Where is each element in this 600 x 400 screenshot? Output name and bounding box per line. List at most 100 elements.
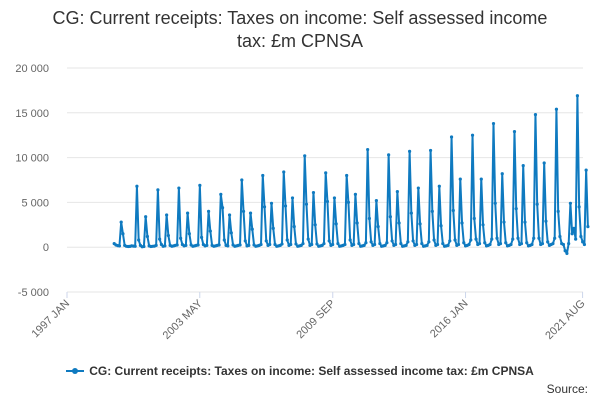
data-point[interactable] bbox=[540, 242, 545, 246]
data-point[interactable] bbox=[556, 209, 560, 213]
data-point[interactable] bbox=[493, 201, 497, 205]
data-point[interactable] bbox=[238, 243, 242, 247]
data-point[interactable] bbox=[453, 238, 457, 242]
data-point[interactable] bbox=[575, 94, 580, 98]
data-point[interactable] bbox=[479, 177, 483, 181]
data-point[interactable] bbox=[561, 242, 566, 247]
data-point[interactable] bbox=[271, 226, 275, 230]
data-point[interactable] bbox=[343, 242, 347, 247]
data-point[interactable] bbox=[336, 242, 340, 246]
data-point[interactable] bbox=[294, 242, 298, 246]
data-point[interactable] bbox=[432, 238, 436, 242]
data-point[interactable] bbox=[546, 240, 550, 244]
data-point[interactable] bbox=[374, 199, 378, 203]
data-point[interactable] bbox=[243, 239, 247, 243]
data-point[interactable] bbox=[303, 154, 307, 158]
data-point[interactable] bbox=[227, 213, 232, 217]
data-point[interactable] bbox=[411, 239, 415, 243]
data-point[interactable] bbox=[558, 234, 562, 239]
data-point[interactable] bbox=[399, 242, 403, 246]
data-point[interactable] bbox=[449, 135, 454, 139]
data-point[interactable] bbox=[119, 220, 123, 224]
data-point[interactable] bbox=[474, 237, 478, 241]
data-point[interactable] bbox=[542, 161, 546, 165]
data-point[interactable] bbox=[498, 242, 503, 246]
data-point[interactable] bbox=[196, 243, 200, 247]
data-point[interactable] bbox=[366, 147, 370, 152]
data-point[interactable] bbox=[348, 238, 352, 242]
data-point[interactable] bbox=[544, 219, 548, 223]
data-point[interactable] bbox=[247, 243, 251, 248]
data-point[interactable] bbox=[304, 202, 309, 206]
data-point[interactable] bbox=[456, 242, 461, 247]
data-point[interactable] bbox=[572, 226, 576, 230]
data-point[interactable] bbox=[511, 237, 515, 241]
data-point[interactable] bbox=[448, 239, 452, 243]
data-point[interactable] bbox=[367, 216, 371, 221]
data-point[interactable] bbox=[451, 208, 455, 213]
data-point[interactable] bbox=[490, 237, 494, 241]
data-point[interactable] bbox=[311, 190, 316, 195]
data-point[interactable] bbox=[290, 196, 295, 200]
data-point[interactable] bbox=[346, 200, 351, 204]
data-point[interactable] bbox=[416, 186, 420, 190]
data-point[interactable] bbox=[537, 236, 541, 240]
data-point[interactable] bbox=[325, 199, 330, 204]
data-point[interactable] bbox=[269, 201, 274, 205]
data-point[interactable] bbox=[574, 237, 578, 241]
data-point[interactable] bbox=[408, 149, 412, 153]
data-point[interactable] bbox=[248, 211, 253, 215]
data-point[interactable] bbox=[397, 221, 401, 225]
data-point[interactable] bbox=[158, 237, 162, 241]
data-point[interactable] bbox=[135, 184, 139, 188]
data-point[interactable] bbox=[289, 242, 293, 247]
data-point[interactable] bbox=[483, 241, 487, 245]
data-point[interactable] bbox=[280, 242, 284, 246]
data-point[interactable] bbox=[292, 224, 296, 229]
data-point[interactable] bbox=[121, 232, 125, 236]
data-point[interactable] bbox=[425, 243, 429, 248]
data-point[interactable] bbox=[418, 222, 422, 226]
data-point[interactable] bbox=[179, 236, 183, 240]
data-point[interactable] bbox=[310, 242, 314, 247]
data-point[interactable] bbox=[219, 192, 223, 196]
data-point[interactable] bbox=[364, 241, 368, 245]
data-point[interactable] bbox=[137, 238, 141, 242]
data-point[interactable] bbox=[166, 233, 170, 238]
data-point[interactable] bbox=[133, 244, 137, 248]
data-point[interactable] bbox=[469, 238, 473, 242]
data-point[interactable] bbox=[504, 241, 508, 245]
data-point[interactable] bbox=[427, 240, 431, 244]
data-point[interactable] bbox=[516, 236, 520, 240]
data-point[interactable] bbox=[395, 190, 399, 194]
data-point[interactable] bbox=[512, 130, 517, 134]
data-point[interactable] bbox=[362, 243, 366, 248]
data-point[interactable] bbox=[567, 242, 571, 246]
data-point[interactable] bbox=[570, 232, 574, 236]
data-point[interactable] bbox=[222, 238, 226, 242]
data-point[interactable] bbox=[514, 207, 518, 211]
data-point[interactable] bbox=[334, 222, 338, 226]
data-point[interactable] bbox=[301, 242, 305, 246]
data-point[interactable] bbox=[390, 239, 394, 243]
data-point[interactable] bbox=[282, 170, 286, 174]
data-point[interactable] bbox=[163, 244, 167, 248]
data-point[interactable] bbox=[458, 177, 462, 181]
data-point[interactable] bbox=[142, 244, 146, 249]
data-point[interactable] bbox=[355, 221, 359, 225]
data-point[interactable] bbox=[241, 209, 246, 213]
data-point[interactable] bbox=[283, 204, 288, 208]
data-point[interactable] bbox=[327, 239, 331, 243]
data-point[interactable] bbox=[199, 235, 204, 239]
data-point[interactable] bbox=[220, 206, 225, 210]
data-point[interactable] bbox=[331, 242, 335, 247]
data-point[interactable] bbox=[175, 243, 179, 247]
data-point[interactable] bbox=[577, 205, 581, 209]
data-point[interactable] bbox=[481, 223, 485, 227]
data-point[interactable] bbox=[565, 251, 569, 256]
data-point[interactable] bbox=[322, 242, 326, 246]
data-point[interactable] bbox=[467, 242, 471, 247]
data-point[interactable] bbox=[264, 239, 268, 243]
data-point[interactable] bbox=[470, 133, 475, 137]
data-point[interactable] bbox=[521, 164, 525, 168]
